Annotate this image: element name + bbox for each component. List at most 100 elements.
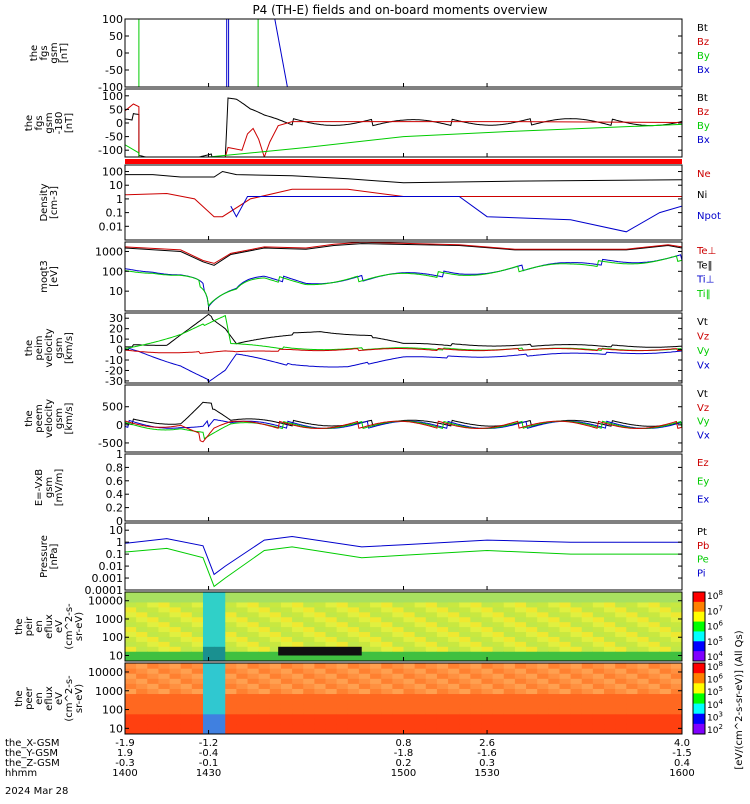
spectrogram-cell (125, 636, 137, 642)
spectrogram-cell (292, 596, 304, 603)
spectrogram-cell (459, 718, 471, 725)
spectrogram-cell (191, 688, 204, 695)
spectrogram-cell (459, 626, 471, 633)
spectrogram-cell (615, 713, 627, 720)
spectrogram-cell (125, 688, 137, 695)
spectrogram-cell (314, 678, 327, 684)
spectrogram-cell (269, 693, 282, 700)
spectrogram-cell (615, 592, 627, 598)
spectrogram-cell (459, 713, 471, 720)
spectrogram-cell (403, 723, 416, 730)
spectrogram-cell (225, 601, 237, 608)
colorbar-tick-label: 107 (707, 604, 723, 617)
spectrogram-cell (202, 616, 215, 623)
spectrogram-cell (592, 723, 605, 730)
spectrogram-cell (269, 728, 282, 734)
spectrogram-cell (604, 728, 616, 734)
spectrogram-cell (626, 698, 639, 705)
spectrogram-cell (470, 703, 483, 710)
spectrogram-cell (191, 646, 204, 652)
y-tick-label: 1 (116, 536, 123, 549)
spectrogram-cell (448, 651, 460, 657)
y-tick-label: 50 (109, 30, 123, 43)
spectrogram-cell (381, 651, 393, 657)
spectrogram-cell (448, 601, 460, 608)
spectrogram-cell (236, 641, 249, 647)
spectrogram-cell (292, 673, 304, 679)
spectrogram-cell (414, 656, 427, 661)
spectrogram-cell (592, 683, 605, 689)
spectrogram-cell (169, 688, 182, 695)
spectrogram-cell (436, 708, 449, 715)
spectrogram-cell (358, 636, 371, 642)
spectrogram-cell (481, 626, 494, 633)
spectrogram-cell (448, 656, 460, 661)
spectrogram-cell (615, 656, 627, 661)
spectrogram-cell (670, 641, 682, 647)
y-tick-label: 0 (116, 344, 123, 357)
spectrogram-cell (492, 626, 505, 633)
legend-entry: Ni (697, 190, 707, 201)
spectrogram-cell (414, 728, 427, 734)
spectrogram-cell (269, 592, 282, 598)
spectrogram-cell (191, 601, 204, 608)
spectrogram-cell (492, 596, 505, 603)
spectrogram-cell (659, 688, 672, 695)
legend-entry: Vt (697, 389, 708, 400)
spectrogram-cell (191, 698, 204, 705)
spectrogram-cell (414, 673, 427, 679)
x-axis-value: 0.4 (674, 758, 690, 769)
spectrogram-cell (269, 646, 282, 652)
y-tick-label: 20 (109, 323, 123, 336)
spectrogram-cell (448, 646, 460, 652)
spectrogram-cell (392, 678, 405, 684)
spectrogram-cell (637, 718, 650, 725)
spectrogram-cell (180, 718, 193, 725)
spectrogram-cell (392, 596, 405, 603)
spectrogram-cell (503, 703, 516, 710)
colorbar-segment (693, 601, 705, 613)
spectrogram-cell (125, 663, 137, 669)
spectrogram-cell (292, 611, 304, 618)
spectrogram-cell (436, 698, 449, 705)
spectrogram-cell (258, 656, 271, 661)
spectrogram-cell (425, 698, 438, 705)
spectrogram-cell (336, 611, 349, 618)
x-axis-value: 1.9 (117, 748, 133, 759)
spectrogram-cell (314, 708, 327, 715)
colorbar-segment (693, 703, 705, 715)
spectrogram-cell (470, 641, 483, 647)
spectrogram-cell (526, 668, 538, 674)
spectrogram-cell (403, 683, 416, 689)
y-tick-label: 10 (109, 722, 123, 735)
spectrogram-cell (180, 728, 193, 734)
spectrogram-cell (169, 641, 182, 647)
panel-8: 0.00010.0010.010.1110Pressure[nPa]PtPbPe… (39, 522, 709, 597)
spectrogram-cell (336, 631, 349, 637)
legend-entry: Ez (697, 458, 709, 469)
spectrogram-cell (448, 663, 460, 669)
spectrogram-cell (303, 678, 315, 684)
colorbar-tick-label: 108 (707, 589, 723, 602)
spectrogram-cell (358, 601, 371, 608)
spectrogram-cell (158, 718, 171, 725)
spectrogram-cell (180, 631, 193, 637)
legend-entry: Pt (697, 527, 707, 538)
spectrogram-cell (325, 698, 338, 705)
spectrogram-cell (626, 708, 639, 715)
spectrogram-cell (303, 713, 315, 720)
spectrogram-cell (358, 616, 371, 623)
spectrogram-cell (503, 688, 516, 695)
spectrogram-cell (514, 631, 527, 637)
spectrogram-cell (570, 592, 583, 598)
spectrogram-cell (670, 723, 682, 730)
spectrogram-cell (581, 723, 594, 730)
spectrogram-cell (559, 611, 572, 618)
x-axis-value: -1.8 (394, 748, 414, 759)
spectrogram-cell (615, 611, 627, 618)
spectrogram-cell (158, 606, 171, 613)
legend-entry: Ey (697, 476, 709, 487)
spectrogram-cell (436, 636, 449, 642)
y-tick-label: 1000 (95, 613, 123, 626)
series-line-vz (125, 420, 682, 443)
